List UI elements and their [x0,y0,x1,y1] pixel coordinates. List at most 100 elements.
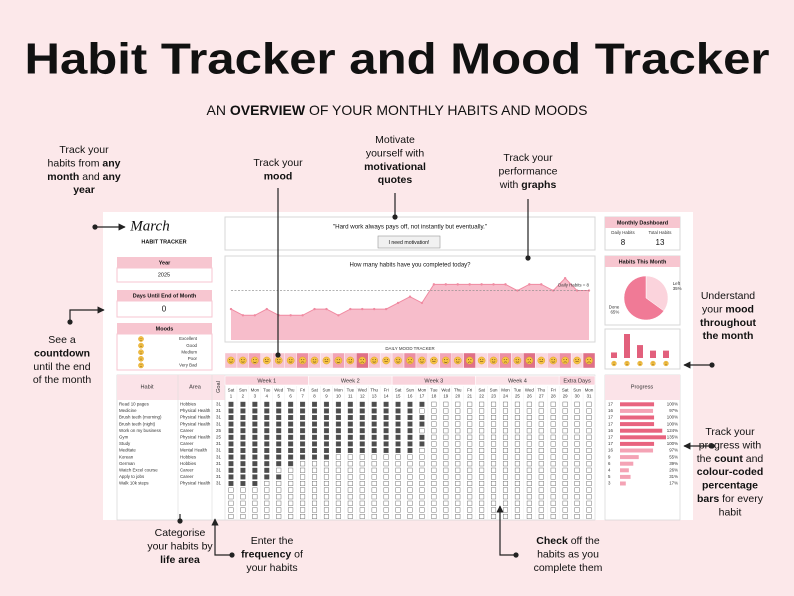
progress-label: 100% [667,415,678,420]
checkbox [502,507,508,513]
face [537,356,546,365]
eye [267,359,269,361]
point [504,283,507,286]
eye [303,359,305,361]
checkbox [359,500,365,506]
checkbox [467,514,473,520]
point [516,289,519,292]
callout-part: month [47,171,79,183]
checkbox [383,408,389,414]
day-label: 11 [348,394,353,399]
eye [638,362,640,364]
face [334,356,343,365]
checkbox [312,487,318,493]
mood-bar-icon [637,360,643,367]
checkbox [347,448,353,454]
checkbox [455,428,461,434]
callout-part: mood [264,170,293,182]
mood-bar [624,334,630,358]
checkbox [455,441,461,447]
checkbox [323,415,329,421]
mood-day-icon [573,356,581,365]
checkbox [562,441,568,447]
mood-bar-icon [650,360,656,367]
mood-day-icon [346,356,355,365]
day-label: 26 [527,394,532,399]
checkbox [347,434,353,440]
checkbox [407,500,413,506]
checkbox [383,415,389,421]
callout-text: quotes [378,174,413,186]
checkbox [371,401,377,407]
eye [139,344,141,346]
checkbox [359,494,365,500]
day-label: 25 [515,394,520,399]
checkbox [407,481,413,487]
face [346,356,355,365]
checkbox [252,487,258,493]
checkbox [443,415,449,421]
checkbox [491,461,497,467]
checkbox [407,514,413,520]
checkbox [276,474,282,480]
checkbox [323,408,329,414]
checkbox [550,507,556,513]
checkbox [371,428,377,434]
weekday-label: Thu [370,388,378,393]
face [624,360,630,367]
callout-text: habit [719,506,742,518]
checkbox [514,401,520,407]
checkbox [300,428,306,434]
day-label: 24 [503,394,508,399]
progress-label: 100% [667,401,678,406]
day-label: 1 [230,394,233,399]
checkbox [550,454,556,460]
checkbox [514,434,520,440]
progress-bar [620,402,655,407]
callout-text: bars for every [697,493,764,505]
checkbox [288,448,294,454]
checkbox [502,421,508,427]
checkbox [586,487,592,493]
eye [494,359,496,361]
mood-day-icon [453,356,462,365]
checkbox [407,441,413,447]
checkbox [359,408,365,414]
box-header [605,217,680,228]
habit-goal: 25 [216,434,221,439]
mouth [664,364,668,366]
checkbox [514,487,520,493]
checkbox [288,441,294,447]
checkbox [538,467,544,473]
checkbox [347,507,353,513]
eye [141,351,143,352]
checkbox [479,474,485,480]
habit-goal: 31 [216,415,221,420]
eye [467,359,469,361]
motivation-button[interactable] [377,235,441,249]
callout-text: with graphs [499,179,557,191]
callout-text: your habits by [147,540,213,552]
checkbox [550,415,556,421]
checkbox [479,415,485,421]
checkbox [347,401,353,407]
checkbox [550,467,556,473]
checkbox [323,421,329,427]
callout-part: your habits [246,562,297,574]
checkbox [526,454,532,460]
checkbox [312,507,318,513]
callout-part: performance [499,165,558,177]
checkbox [312,500,318,506]
checkbox [335,507,341,513]
checkbox [526,500,532,506]
mouth [360,361,365,363]
checkbox [347,421,353,427]
checkbox [335,514,341,520]
checkbox [228,507,234,513]
checkbox [431,428,437,434]
checkbox [550,441,556,447]
callout-part: Understand [701,290,755,302]
checkbox [455,494,461,500]
eye [432,359,434,361]
face [322,356,331,365]
